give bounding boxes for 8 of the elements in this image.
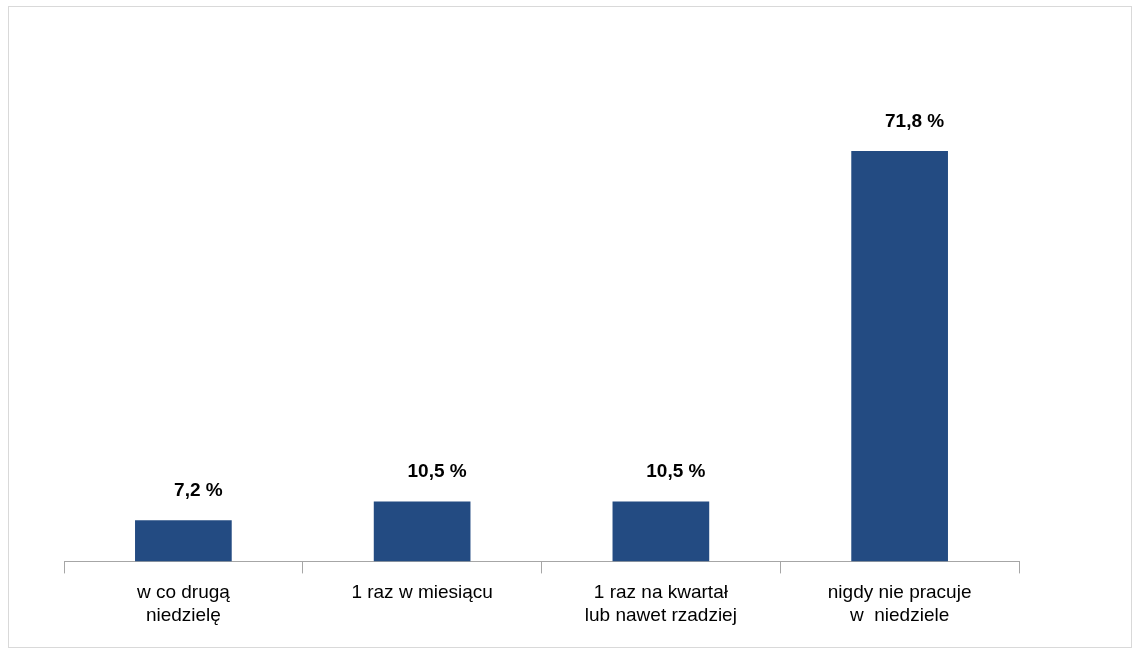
data-label: 10,5 % bbox=[646, 460, 706, 482]
data-label: 7,2 % bbox=[174, 478, 223, 500]
x-tick-label: w co drugą niedzielę bbox=[135, 581, 231, 625]
data-label: 71,8 % bbox=[885, 109, 945, 131]
x-tick-label: 1 raz w miesiącu bbox=[351, 581, 493, 603]
x-tick-label: nigdy nie pracuje w niedziele bbox=[827, 581, 972, 625]
data-label: 10,5 % bbox=[407, 460, 467, 482]
x-tick-label: 1 raz na kwartał lub nawet rzadziej bbox=[584, 581, 737, 625]
